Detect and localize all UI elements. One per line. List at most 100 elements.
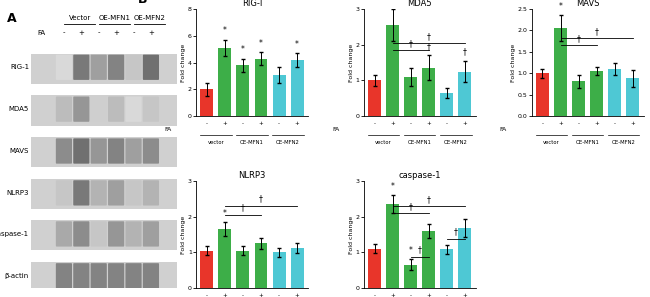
FancyBboxPatch shape (143, 221, 159, 247)
FancyBboxPatch shape (143, 263, 159, 288)
FancyBboxPatch shape (73, 138, 90, 164)
Text: †: † (577, 34, 580, 43)
Text: *: * (241, 45, 245, 54)
FancyBboxPatch shape (31, 179, 177, 209)
Bar (404, 265, 417, 288)
Text: *: * (391, 182, 395, 191)
FancyBboxPatch shape (125, 55, 142, 80)
Text: *: * (259, 39, 263, 48)
Bar (458, 72, 471, 116)
Text: vector: vector (543, 140, 560, 145)
Bar (218, 48, 231, 116)
Y-axis label: Fold change: Fold change (349, 215, 354, 254)
Text: FA: FA (500, 127, 507, 132)
FancyBboxPatch shape (31, 262, 177, 292)
Bar (572, 81, 585, 116)
Bar (368, 80, 381, 116)
Text: +: + (79, 30, 84, 36)
FancyBboxPatch shape (143, 138, 159, 164)
Bar (255, 59, 268, 116)
Title: MAVS: MAVS (576, 0, 599, 8)
FancyBboxPatch shape (73, 263, 90, 288)
Y-axis label: Fold change: Fold change (181, 43, 187, 82)
Text: OE-MFN1: OE-MFN1 (408, 140, 432, 145)
FancyBboxPatch shape (56, 180, 72, 206)
Bar (440, 93, 453, 116)
FancyBboxPatch shape (108, 263, 124, 288)
Text: *: * (409, 246, 413, 255)
Title: caspase-1: caspase-1 (398, 171, 441, 180)
Bar (422, 68, 436, 116)
Text: †: † (595, 27, 599, 36)
FancyBboxPatch shape (56, 97, 72, 122)
Y-axis label: Fold change: Fold change (349, 43, 354, 82)
Text: B: B (138, 0, 148, 6)
Text: -: - (133, 30, 135, 36)
Text: +: + (148, 30, 154, 36)
Bar (422, 231, 436, 288)
Title: RIG-I: RIG-I (242, 0, 262, 8)
FancyBboxPatch shape (90, 138, 107, 164)
FancyBboxPatch shape (73, 221, 90, 247)
Text: +: + (113, 30, 119, 36)
FancyBboxPatch shape (73, 55, 90, 80)
Text: OE-MFN1: OE-MFN1 (98, 15, 131, 21)
FancyBboxPatch shape (143, 55, 159, 80)
Text: FA: FA (164, 127, 172, 132)
Text: -: - (62, 30, 65, 36)
Text: *: * (295, 40, 299, 49)
FancyBboxPatch shape (143, 180, 159, 206)
Text: †: † (427, 42, 431, 51)
Text: MDA5: MDA5 (9, 106, 29, 112)
Text: †: † (241, 203, 245, 213)
Text: OE-MFN2: OE-MFN2 (612, 140, 636, 145)
Text: †: † (427, 195, 431, 204)
Text: vector: vector (375, 140, 392, 145)
FancyBboxPatch shape (108, 138, 124, 164)
FancyBboxPatch shape (125, 138, 142, 164)
Bar (368, 249, 381, 288)
FancyBboxPatch shape (125, 263, 142, 288)
Y-axis label: Fold change: Fold change (181, 215, 187, 254)
Bar (237, 65, 250, 116)
Bar (272, 75, 285, 116)
FancyBboxPatch shape (90, 55, 107, 80)
FancyBboxPatch shape (143, 97, 159, 122)
Bar (237, 250, 250, 288)
Bar (272, 252, 285, 288)
Bar (218, 229, 231, 288)
FancyBboxPatch shape (56, 55, 72, 80)
Text: OE-MFN1: OE-MFN1 (240, 140, 264, 145)
Text: *: * (558, 2, 562, 11)
Bar (386, 25, 399, 116)
Text: OE-MFN2: OE-MFN2 (276, 140, 300, 145)
Text: †: † (427, 32, 431, 41)
Text: OE-MFN1: OE-MFN1 (576, 140, 599, 145)
Bar (200, 89, 213, 116)
FancyBboxPatch shape (31, 137, 177, 168)
Bar (536, 73, 549, 116)
FancyBboxPatch shape (108, 180, 124, 206)
Text: †: † (463, 48, 467, 56)
Bar (291, 60, 304, 116)
FancyBboxPatch shape (73, 97, 90, 122)
Text: vector: vector (207, 140, 224, 145)
Text: RIG-1: RIG-1 (10, 64, 29, 70)
Text: MAVS: MAVS (10, 148, 29, 154)
Text: †: † (418, 245, 422, 255)
FancyBboxPatch shape (90, 221, 107, 247)
FancyBboxPatch shape (125, 180, 142, 206)
FancyBboxPatch shape (56, 263, 72, 288)
Y-axis label: Fold change: Fold change (511, 43, 516, 82)
Text: †: † (409, 39, 413, 48)
FancyBboxPatch shape (56, 221, 72, 247)
FancyBboxPatch shape (90, 97, 107, 122)
Bar (255, 243, 268, 288)
Bar (590, 71, 603, 116)
FancyBboxPatch shape (90, 263, 107, 288)
Text: NLRP3: NLRP3 (6, 190, 29, 196)
Bar (200, 250, 213, 288)
FancyBboxPatch shape (108, 97, 124, 122)
Bar (554, 28, 567, 116)
Text: FA: FA (38, 30, 46, 36)
